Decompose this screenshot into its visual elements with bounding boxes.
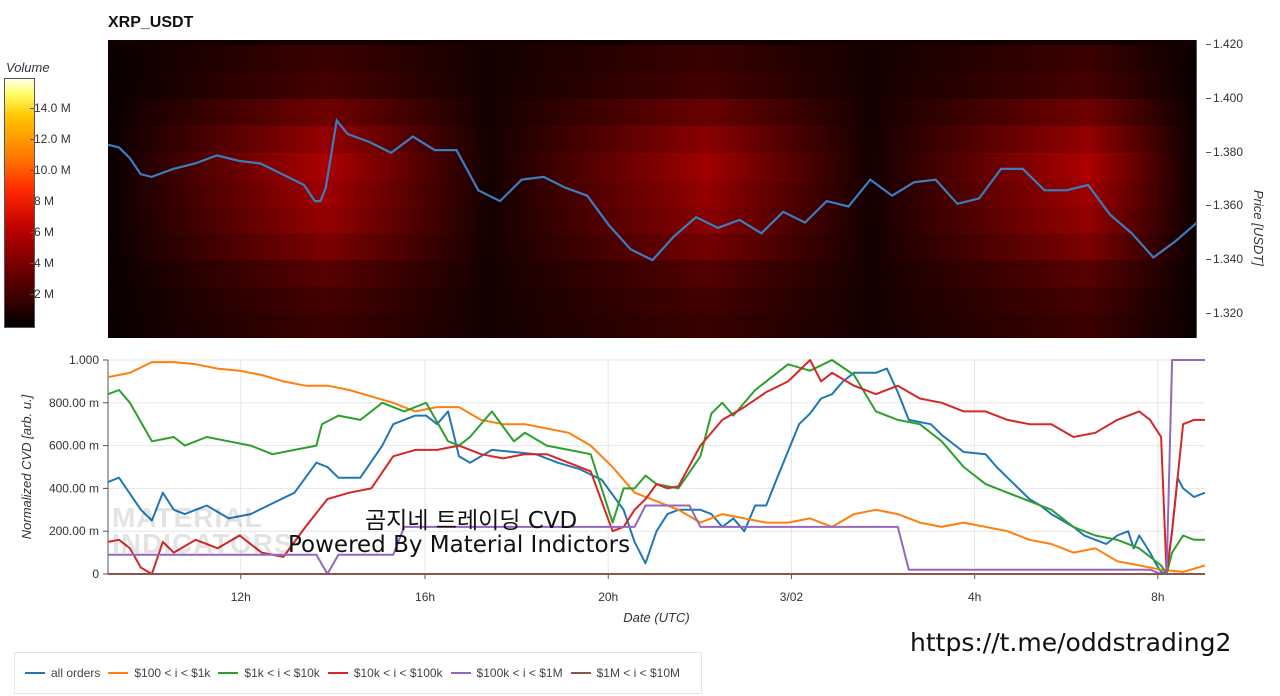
series-group — [108, 359, 1205, 575]
legend-item[interactable]: $1M < i < $10M — [570, 666, 680, 680]
y-tick-label: 400.00 m — [49, 481, 99, 495]
heatmap-band — [108, 313, 1197, 338]
y-tick-label: 0 — [92, 567, 99, 581]
colorbar-tick-label: 8 M — [29, 194, 55, 208]
heatmap-band — [108, 286, 1197, 315]
cvd-line-chart: 1.000 800.00 m 600.00 m 400.00 m 200.00 m 0 12… — [19, 353, 1205, 625]
colorbar-tick-label: 12.0 M — [30, 132, 71, 146]
price-axis-label: Price [USDT] — [1251, 190, 1266, 266]
colorbar-tick-label: 2 M — [29, 287, 55, 301]
y-axis-label: Normalized CVD [arb. u.] — [19, 394, 34, 539]
price-tick-label: 1.400 — [1205, 91, 1244, 106]
legend-swatch — [108, 672, 129, 674]
price-axis-line — [1196, 40, 1197, 338]
x-tick-label: 20h — [598, 590, 618, 604]
legend-label: $1M < i < $10M — [596, 666, 680, 680]
series-line — [108, 367, 1205, 575]
x-tick-label: 4h — [968, 590, 981, 604]
y-tick-label: 200.00 m — [49, 524, 99, 538]
heatmap-band — [108, 72, 1197, 101]
x-tick-label: 8h — [1151, 590, 1164, 604]
legend-item[interactable]: $100k < i < $1M — [450, 666, 563, 680]
heatmap-band — [108, 125, 1197, 154]
legend-label: $1k < i < $10k — [244, 666, 320, 680]
heatmap-band — [108, 233, 1197, 262]
price-tick-label: 1.380 — [1205, 144, 1244, 159]
price-line-plot — [108, 117, 1197, 262]
series-line — [108, 359, 1205, 575]
material-indicators-watermark: MATERIAL INDICATORS — [112, 502, 294, 559]
legend-swatch — [218, 672, 239, 674]
legend-label: $100 < i < $1k — [134, 666, 211, 680]
heatmap-band — [108, 99, 1197, 127]
colorbar-tick-label: 10.0 M — [30, 163, 71, 177]
overlay-title: 곰지네 트레이딩 CVD — [365, 508, 578, 534]
telegram-link[interactable]: https://t.me/oddstrading2 — [910, 628, 1232, 657]
price-tick-label: 1.340 — [1205, 252, 1244, 267]
x-axis-label: Date (UTC) — [623, 610, 689, 625]
heatmap-band — [108, 206, 1197, 235]
y-tick-label: 1.000 — [69, 353, 99, 367]
price-tick-label: 1.320 — [1205, 305, 1244, 320]
legend-label: all orders — [51, 666, 101, 680]
watermark-line1: MATERIAL — [112, 502, 263, 533]
y-tick-label: 800.00 m — [49, 396, 99, 410]
colorbar-title: Volume — [6, 60, 50, 75]
series-legend: all orders $100 < i < $1k $1k < i < $10k $1… — [14, 652, 702, 694]
legend-label: $100k < i < $1M — [476, 666, 563, 680]
series-line — [108, 361, 1205, 573]
chart-title: XRP_USDT — [108, 14, 194, 31]
volume-colorbar — [4, 78, 35, 328]
legend-label: $10k < i < $100k — [353, 666, 443, 680]
heatmap-band — [108, 45, 1197, 74]
legend-item[interactable]: all orders — [25, 666, 100, 680]
price-line — [108, 117, 1197, 262]
series-line — [108, 359, 1205, 575]
legend-item[interactable]: $10k < i < $100k — [327, 666, 443, 680]
heatmap-band — [108, 179, 1197, 208]
legend-swatch — [25, 672, 45, 674]
legend-item[interactable]: $100 < i < $1k — [108, 666, 210, 680]
legend-item[interactable]: $1k < i < $10k — [218, 666, 320, 680]
legend-swatch — [570, 672, 591, 674]
heatmap-band — [108, 260, 1197, 288]
x-tick-label: 12h — [231, 590, 251, 604]
grid — [108, 359, 1205, 575]
liquidity-heatmap — [108, 40, 1197, 338]
colorbar-tick-label: 6 M — [29, 225, 55, 239]
overlay-subtitle: Powered By Material Indictors — [288, 532, 631, 558]
x-tick-label: 16h — [415, 590, 435, 604]
heatmap-band — [108, 152, 1197, 181]
price-tick-label: 1.360 — [1205, 198, 1244, 213]
colorbar-tick-label: 4 M — [29, 256, 55, 270]
y-tick-label: 600.00 m — [49, 439, 99, 453]
watermark-line2: INDICATORS — [112, 528, 294, 559]
price-tick-label: 1.420 — [1205, 37, 1244, 52]
colorbar-tick-label: 14.0 M — [30, 101, 71, 115]
x-tick-label: 3/02 — [780, 590, 804, 604]
legend-swatch — [450, 672, 471, 674]
legend-swatch — [327, 672, 348, 674]
